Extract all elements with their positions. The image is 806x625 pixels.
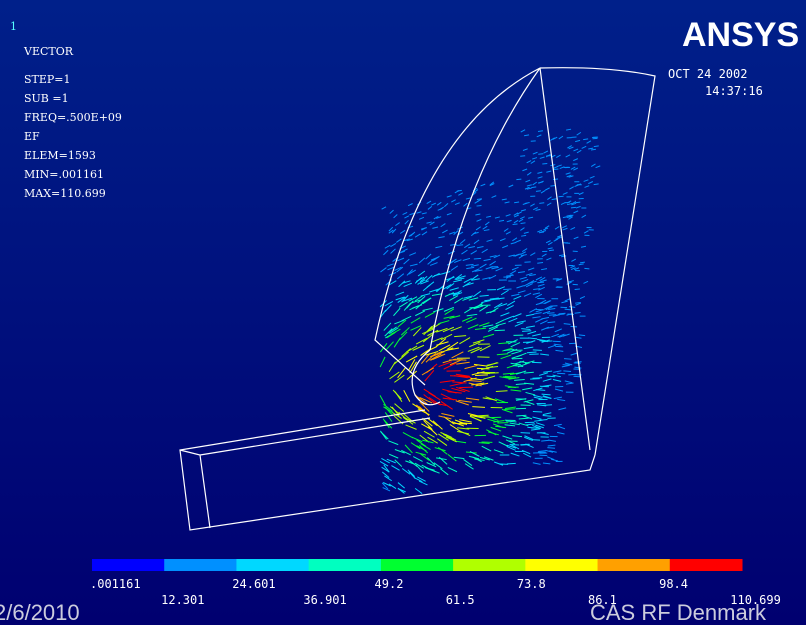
field-arrow: [547, 313, 554, 314]
legend-swatch: [453, 559, 526, 571]
legend-label: 61.5: [446, 593, 475, 607]
legend-swatch: [670, 559, 743, 571]
info-line: ELEM=1593: [24, 149, 96, 162]
info-line: EF: [24, 130, 40, 143]
field-arrow: [537, 263, 543, 264]
window-number: 1: [10, 20, 17, 33]
info-line: STEP=1: [24, 73, 71, 86]
legend-swatch: [92, 559, 165, 571]
background: [0, 0, 806, 625]
field-arrow: [512, 358, 522, 359]
field-arrow: [547, 448, 555, 449]
legend-swatch: [309, 559, 382, 571]
field-arrow: [520, 156, 525, 157]
field-arrow: [533, 350, 542, 351]
field-arrow: [474, 258, 481, 259]
field-arrow: [550, 186, 555, 187]
footer-organization: CAS RF Denmark: [590, 600, 767, 625]
legend-label: 12.301: [161, 593, 204, 607]
field-arrow: [476, 415, 488, 416]
info-line: MIN=.001161: [24, 168, 104, 181]
legend-label: .001161: [90, 577, 141, 591]
legend-label: 49.2: [375, 577, 404, 591]
field-arrow: [499, 464, 508, 465]
time: 14:37:16: [705, 84, 763, 98]
field-arrow: [537, 282, 544, 283]
legend-swatch: [598, 559, 671, 571]
field-arrow: [575, 289, 580, 290]
field-arrow: [477, 205, 482, 206]
footer-date: 2/6/2010: [0, 600, 80, 625]
ansys-screen: 1 VECTOR STEP=1 SUB =1 FREQ=.500E+09 EF ELEM…: [0, 0, 806, 625]
plot-type: VECTOR: [23, 45, 74, 58]
field-arrow: [544, 341, 552, 342]
field-arrow: [559, 196, 564, 197]
field-arrow: [591, 149, 596, 150]
legend-label: 98.4: [659, 577, 688, 591]
info-line: FREQ=.500E+09: [24, 111, 122, 124]
field-arrow: [487, 373, 499, 374]
field-arrow: [533, 411, 542, 412]
legend-swatch: [236, 559, 309, 571]
field-arrow: [575, 202, 580, 203]
field-arrow: [573, 376, 580, 377]
field-arrow: [575, 313, 581, 314]
field-arrow: [564, 359, 572, 360]
field-arrow: [459, 387, 473, 388]
field-arrow: [521, 445, 530, 446]
field-arrow: [559, 313, 566, 314]
legend-label: 36.901: [303, 593, 346, 607]
date: OCT 24 2002: [668, 67, 747, 81]
info-line: SUB =1: [24, 92, 69, 105]
legend-swatch: [525, 559, 598, 571]
field-arrow: [575, 303, 581, 304]
legend-label: 24.601: [232, 577, 275, 591]
field-arrow: [521, 433, 530, 434]
field-arrow: [539, 203, 544, 204]
field-arrow: [567, 314, 573, 315]
legend-swatch: [164, 559, 237, 571]
logo: ANSYS: [682, 16, 799, 54]
legend-swatch: [381, 559, 454, 571]
field-arrow: [553, 169, 558, 170]
field-arrow: [538, 154, 543, 155]
field-arrow: [521, 223, 526, 224]
info-line: MAX=110.699: [24, 187, 106, 200]
field-arrow: [563, 371, 571, 372]
field-arrow: [549, 250, 554, 251]
legend-label: 73.8: [517, 577, 546, 591]
field-arrow: [536, 191, 541, 192]
field-arrow: [549, 315, 556, 316]
field-arrow: [564, 324, 571, 325]
